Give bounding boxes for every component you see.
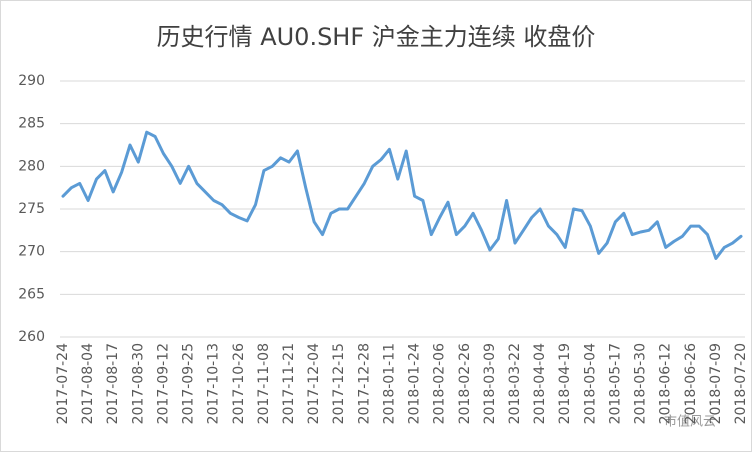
x-tick-label: 2017-11-08 [256,343,272,424]
x-tick-label: 2017-12-28 [356,343,372,424]
y-tick-label: 265 [18,286,45,302]
x-tick-label: 2018-07-09 [708,343,724,424]
x-tick-label: 2017-12-15 [331,343,347,424]
x-tick-label: 2017-10-26 [231,343,247,424]
x-tick-label: 2018-02-26 [457,343,473,424]
x-tick-label: 2018-04-04 [532,343,548,424]
x-tick-label: 2018-03-22 [507,343,523,424]
x-tick-label: 2018-07-20 [733,343,749,424]
x-tick-label: 2017-09-25 [181,343,197,424]
x-tick-label: 2018-06-26 [683,343,699,424]
watermark: 市值风云 [664,414,716,430]
x-tick-label: 2018-04-19 [557,343,573,424]
y-tick-label: 260 [18,329,45,345]
x-tick-label: 2018-01-24 [407,343,423,424]
x-tick-label: 2017-08-04 [80,343,96,424]
y-tick-label: 270 [18,244,45,260]
x-tick-label: 2017-10-13 [206,343,222,424]
y-tick-label: 275 [18,201,45,217]
y-tick-label: 290 [18,73,45,89]
x-tick-label: 2018-05-04 [582,343,598,424]
x-tick-label: 2017-07-24 [55,343,71,424]
x-tick-label: 2018-01-11 [381,343,397,424]
price-line [61,130,743,260]
chart-title: 历史行情 AU0.SHF 沪金主力连续 收盘价 [157,23,596,51]
x-tick-label: 2017-12-04 [306,343,322,424]
x-tick-label: 2018-05-17 [607,343,623,424]
x-tick-label: 2018-05-30 [633,343,649,424]
x-tick-label: 2018-06-12 [658,343,674,424]
x-tick-label: 2018-03-09 [482,343,498,424]
x-tick-label: 2017-08-17 [105,343,121,424]
y-tick-label: 285 [18,116,45,132]
x-tick-label: 2018-02-06 [432,343,448,424]
x-tick-label: 2017-08-30 [130,343,146,424]
y-tick-label: 280 [18,158,45,174]
x-tick-label: 2017-11-21 [281,343,297,424]
x-tick-label: 2017-09-12 [155,343,171,424]
